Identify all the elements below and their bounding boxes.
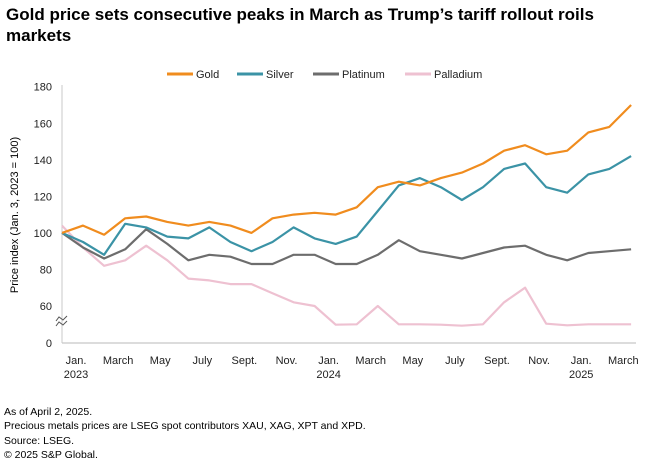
- footnote-source: Source: LSEG.: [4, 434, 75, 447]
- x-tick-label: Sept.: [484, 355, 510, 367]
- x-tick-label: March: [608, 355, 639, 367]
- x-tick-label: Jan.: [66, 355, 87, 367]
- y-tick-label: 0: [46, 338, 52, 350]
- x-tick-label: March: [355, 355, 386, 367]
- x-tick-label: March: [103, 355, 134, 367]
- y-tick-label: 160: [34, 118, 52, 130]
- chart-title: Gold price sets consecutive peaks in Mar…: [6, 5, 594, 45]
- series-line-platinum: [61, 228, 632, 266]
- x-tick-year: 2023: [64, 369, 88, 381]
- x-tick-label: May: [150, 355, 171, 367]
- x-tick-label: Jan.: [318, 355, 339, 367]
- x-tick-label: July: [193, 355, 213, 367]
- x-tick-label: May: [402, 355, 423, 367]
- footnote-copyright: © 2025 S&P Global.: [4, 448, 98, 461]
- series-line-silver: [61, 155, 632, 256]
- y-axis-title: Price index (Jan. 3, 2023 = 100): [9, 137, 21, 293]
- legend-label-silver: Silver: [266, 69, 294, 81]
- x-tick-year: 2025: [569, 369, 593, 381]
- x-tick-label: Sept.: [232, 355, 258, 367]
- y-tick-label: 140: [34, 155, 52, 167]
- y-tick-label: 60: [40, 301, 52, 313]
- footnote-method: Precious metals prices are LSEG spot con…: [4, 420, 366, 433]
- series-line-gold: [61, 104, 632, 236]
- y-tick-label: 120: [34, 191, 52, 203]
- y-tick-label: 80: [40, 264, 52, 276]
- x-tick-label: Nov.: [276, 355, 298, 367]
- x-tick-label: Nov.: [528, 355, 550, 367]
- x-tick-year: 2024: [316, 369, 340, 381]
- footnotes: As of April 2, 2025. Precious metals pri…: [4, 405, 366, 462]
- legend-label-platinum: Platinum: [342, 69, 385, 81]
- legend-label-gold: Gold: [196, 69, 219, 81]
- y-tick-label: 100: [34, 228, 52, 240]
- series-line-palladium: [61, 224, 632, 327]
- line-chart: 0 60 80 100 120 140 160 180 Price index (Jan. 3,…: [9, 69, 639, 381]
- x-tick-label: Jan.: [571, 355, 592, 367]
- y-tick-label: 180: [34, 82, 52, 94]
- axis-break-icon: [55, 315, 68, 327]
- footnote-date: As of April 2, 2025.: [4, 406, 93, 418]
- x-tick-label: July: [445, 355, 465, 367]
- legend-label-palladium: Palladium: [434, 69, 482, 81]
